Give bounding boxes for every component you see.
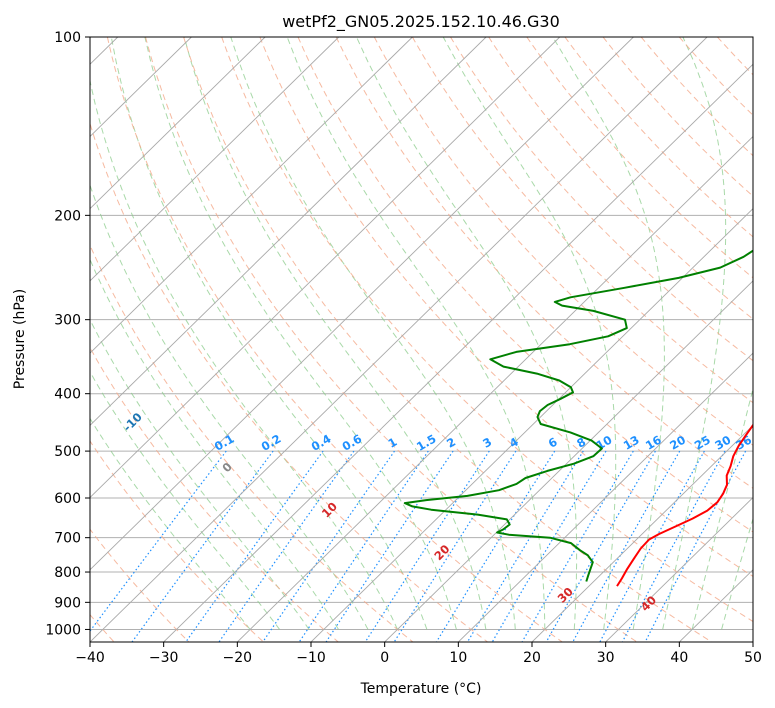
dry-adiabat-line (145, 37, 638, 642)
moist-adiabat-line (90, 370, 280, 630)
dewpoint-profile-line (403, 249, 753, 582)
plot-frame (89, 36, 754, 643)
x-tick-label: 10 (449, 650, 467, 666)
moist-adiabat-line (90, 183, 369, 630)
x-tick-label: −20 (223, 650, 253, 666)
x-tick-label: −40 (75, 650, 105, 666)
dry-adiabat-line (297, 37, 753, 533)
y-tick-label: 1000 (45, 622, 81, 638)
mixing-ratio-line (466, 450, 584, 642)
mixing-ratio-line (393, 450, 517, 642)
y-tick-label: 900 (54, 595, 81, 611)
isotherm-line (90, 37, 634, 571)
x-tick-label: 0 (380, 650, 389, 666)
dry-adiabat-line (488, 37, 753, 320)
y-axis-label: Pressure (hPa) (12, 289, 28, 389)
moist-adiabat-line (442, 37, 617, 630)
mixing-ratio-line (545, 450, 656, 642)
y-tick-label: 300 (54, 313, 81, 329)
x-tick-label: −10 (296, 650, 326, 666)
mixing-ratio-label: 13 (621, 433, 642, 453)
x-tick-label: 50 (744, 650, 762, 666)
y-tick-label: 200 (54, 208, 81, 224)
mixing-ratio-line (218, 450, 355, 642)
isotherm-line (90, 37, 487, 426)
y-tick-label: 400 (54, 387, 81, 403)
moist-adiabat-line (183, 37, 487, 630)
dry-adiabat-line (259, 37, 753, 577)
mixing-ratio-line (621, 450, 726, 642)
moist-adiabat-line (90, 417, 251, 630)
mixing-ratio-line (572, 450, 681, 642)
y-tick-label: 500 (54, 444, 81, 460)
y-tick-label: 800 (54, 565, 81, 581)
mixing-ratio-label: 20 (667, 433, 688, 453)
isotherm-line (384, 280, 753, 642)
isotherm-line (90, 37, 561, 499)
moist-adiabat-line (286, 37, 546, 630)
dry-adiabat-line (335, 37, 753, 489)
dry-adiabat-line (221, 37, 753, 623)
mixing-ratio-line (521, 450, 634, 642)
moist-adiabat-line (110, 37, 428, 630)
mixing-ratio-label: 30 (712, 433, 733, 453)
x-tick-label: 40 (670, 650, 688, 666)
mixing-ratio-line (644, 450, 747, 642)
moist-adiabat-line (662, 37, 727, 630)
mixing-ratio-label: 16 (643, 433, 664, 453)
isotherm-line (310, 208, 753, 642)
isotherm-line (163, 63, 753, 642)
isotherm-line (90, 37, 340, 282)
y-tick-label: 600 (54, 491, 81, 507)
moist-adiabat-line (356, 37, 578, 630)
x-tick-label: 20 (523, 650, 541, 666)
moist-adiabat-line (90, 258, 339, 630)
mixing-ratio-label: 25 (692, 433, 713, 453)
moist-adiabat-line (230, 37, 516, 630)
x-axis-label: Temperature (°C) (360, 681, 482, 697)
temperature-profile-line (616, 423, 753, 587)
mixing-ratio-line (185, 450, 324, 642)
dry-adiabat-line (564, 37, 753, 238)
moist-adiabat-line (691, 386, 753, 630)
x-tick-label: 30 (597, 650, 615, 666)
y-tick-label: 100 (54, 30, 81, 46)
isotherm-line (90, 37, 266, 210)
mixing-ratio-line (298, 450, 429, 642)
y-tick-label: 700 (54, 531, 81, 547)
x-tick-label: −30 (149, 650, 179, 666)
mixing-ratio-label: 10 (594, 433, 615, 453)
moist-adiabat-line (90, 78, 398, 630)
mixing-ratio-line (435, 450, 556, 642)
isotherm-line (605, 496, 753, 642)
dry-adiabat-line (602, 37, 753, 197)
chart-title: wetPf2_GN05.2025.152.10.46.G30 (282, 12, 560, 32)
mixing-ratio-line (262, 450, 395, 642)
dry-adiabat-line (90, 244, 414, 642)
moist-adiabat-line (144, 37, 457, 630)
mixing-ratio-line (599, 450, 705, 642)
isotherm-line (90, 37, 708, 642)
mixing-ratio-line (491, 450, 607, 642)
dry-adiabat-line (106, 37, 563, 642)
isotherm-line (237, 135, 753, 642)
isotherm-line (531, 424, 753, 642)
moist-adiabat-line (721, 517, 753, 630)
isotherm-line (90, 37, 413, 354)
dry-adiabat-line (450, 37, 753, 362)
moist-adiabat-line (552, 37, 665, 630)
dry-adiabat-line (411, 37, 753, 404)
mixing-ratio-line (90, 450, 227, 633)
